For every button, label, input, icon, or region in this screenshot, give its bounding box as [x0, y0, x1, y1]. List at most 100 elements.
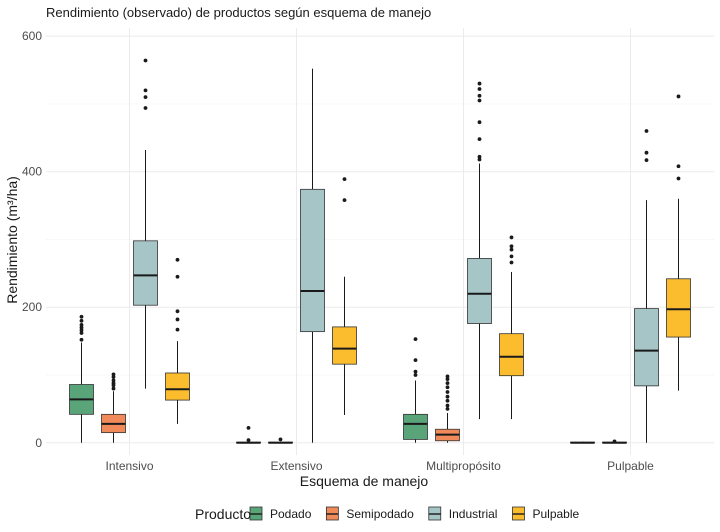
- x-tick-label: Extensivo: [270, 459, 322, 473]
- outlier-point: [143, 106, 148, 110]
- box-body: [165, 372, 190, 401]
- outlier-point: [509, 235, 514, 240]
- legend: Producto Podado Semipodado Industrial Pulpa…: [195, 506, 580, 522]
- legend-item-pulpable: Pulpable: [512, 506, 580, 521]
- legend-label: Industrial: [449, 507, 498, 521]
- box-industrial-1: [300, 68, 325, 443]
- outlier-point: [143, 95, 148, 100]
- outlier-point: [79, 322, 84, 327]
- y-tick-label: 600: [22, 29, 42, 43]
- box-body: [133, 240, 158, 306]
- legend-item-industrial: Industrial: [428, 506, 498, 521]
- minor-gridlines: [46, 103, 714, 376]
- outlier-point: [445, 398, 450, 403]
- outlier-point: [143, 88, 148, 93]
- x-tick-label: Pulpable: [607, 459, 654, 473]
- outlier-point: [342, 198, 347, 203]
- outlier-point: [175, 257, 180, 262]
- outlier-point: [413, 337, 418, 341]
- outlier-point: [79, 318, 84, 323]
- outlier-point: [509, 244, 514, 249]
- outlier-point: [509, 260, 514, 265]
- legend-title: Producto: [195, 506, 251, 522]
- y-tick-label: 400: [22, 165, 42, 179]
- outlier-point: [413, 369, 418, 374]
- outlier-point: [246, 425, 251, 430]
- outlier-point: [477, 81, 482, 86]
- outlier-point: [676, 94, 681, 99]
- chart-title: Rendimiento (observado) de productos seg…: [46, 5, 431, 20]
- y-axis: 0 200 400 600: [22, 29, 42, 450]
- outlier-point: [111, 372, 116, 377]
- legend-items: Podado Semipodado Industrial Pulpable: [249, 506, 580, 521]
- outlier-point: [445, 374, 450, 379]
- x-axis: Intensivo Extensivo Multipropósito Pulpable: [105, 459, 654, 473]
- outlier-point: [143, 58, 148, 63]
- x-axis-title: Esquema de manejo: [300, 473, 429, 489]
- x-tick-label: Multipropósito: [426, 459, 501, 473]
- outlier-point: [342, 177, 347, 182]
- legend-label: Semipodado: [346, 507, 414, 521]
- outlier-point: [413, 373, 418, 377]
- outlier-point: [445, 385, 450, 390]
- outlier-point: [445, 381, 450, 386]
- outlier-point: [111, 375, 116, 379]
- box-body: [300, 188, 325, 333]
- outlier-point: [509, 254, 514, 259]
- outlier-point: [477, 120, 482, 125]
- y-tick-label: 200: [22, 300, 42, 314]
- box-body: [499, 333, 524, 377]
- box-pulpable-3: [666, 94, 691, 391]
- y-axis-title: Rendimiento (m³/ha): [4, 176, 20, 304]
- outlier-point: [175, 317, 180, 322]
- outlier-point: [676, 176, 681, 181]
- box-body: [467, 258, 492, 324]
- box-pulpable-0: [165, 257, 190, 424]
- outlier-point: [175, 327, 180, 332]
- outlier-point: [445, 403, 450, 408]
- outlier-point: [79, 314, 84, 319]
- box-body: [403, 413, 428, 440]
- outlier-point: [79, 328, 84, 333]
- box-body: [666, 278, 691, 338]
- outlier-point: [477, 154, 482, 159]
- outlier-point: [644, 158, 649, 163]
- box-semipodado-1: [268, 437, 293, 444]
- legend-label: Pulpable: [532, 507, 579, 521]
- box-podado-1: [236, 425, 261, 444]
- outlier-point: [278, 437, 283, 442]
- outlier-point: [111, 381, 116, 386]
- box-semipodado-2: [435, 374, 460, 443]
- outlier-point: [445, 394, 450, 399]
- outlier-point: [477, 98, 482, 103]
- box-podado-0: [69, 314, 94, 443]
- outlier-point: [79, 331, 84, 335]
- box-podado-2: [403, 337, 428, 443]
- box-pulpable-2: [499, 235, 524, 420]
- box-pulpable-1: [332, 177, 357, 416]
- box-semipodado-0: [101, 372, 126, 443]
- box-marks: [69, 58, 691, 444]
- legend-item-semipodado: Semipodado: [325, 506, 414, 521]
- outlier-point: [111, 378, 116, 383]
- outlier-point: [445, 377, 450, 381]
- outlier-point: [676, 164, 681, 169]
- outlier-point: [477, 87, 482, 91]
- box-industrial-0: [133, 58, 158, 389]
- outlier-point: [111, 386, 116, 391]
- outlier-point: [477, 137, 482, 142]
- outlier-point: [79, 325, 84, 330]
- major-gridlines: [46, 28, 714, 455]
- box-semipodado-3: [602, 439, 627, 444]
- plot-panel: [46, 28, 714, 455]
- outlier-point: [477, 157, 482, 162]
- outlier-point: [644, 129, 649, 133]
- outlier-point: [413, 358, 418, 363]
- outlier-point: [509, 247, 514, 252]
- outlier-point: [445, 407, 450, 411]
- outlier-point: [445, 390, 450, 394]
- outlier-point: [79, 337, 84, 342]
- y-tick-label: 0: [35, 436, 42, 450]
- legend-item-podado: Podado: [249, 506, 312, 521]
